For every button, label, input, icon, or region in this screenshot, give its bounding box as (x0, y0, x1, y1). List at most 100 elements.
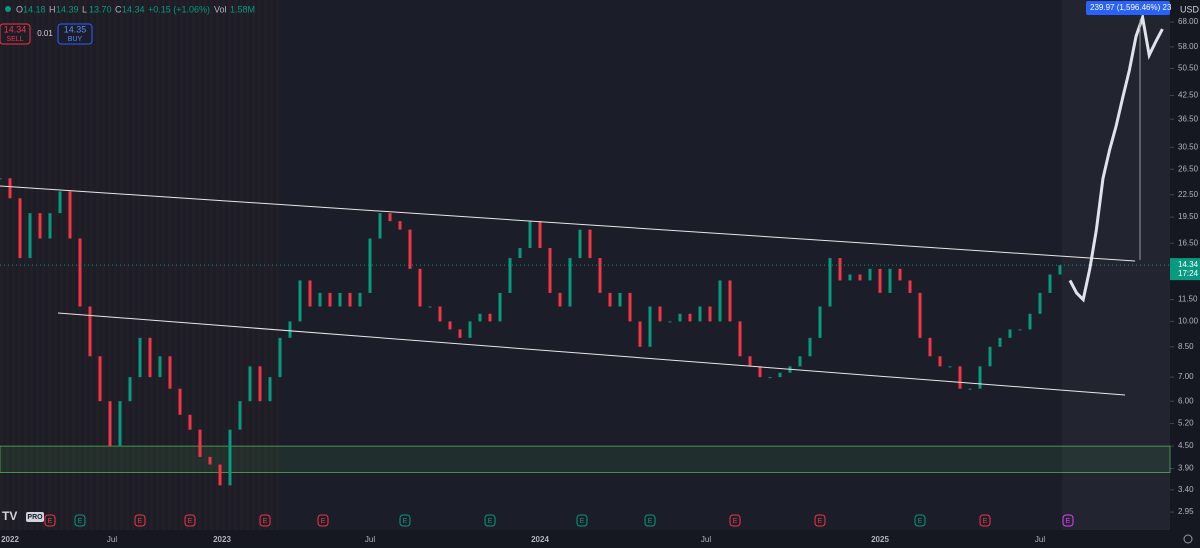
candle (698, 306, 702, 322)
earnings-marker[interactable] (729, 514, 741, 527)
candle (508, 258, 512, 293)
ohlc-value: 14.39 (56, 4, 79, 14)
earnings-marker[interactable] (644, 514, 656, 527)
earnings-label: E (321, 518, 326, 525)
candle (388, 213, 392, 222)
candle (748, 356, 752, 367)
candle (338, 292, 342, 307)
time-label: 2024 (531, 535, 549, 544)
earnings-label: E (488, 518, 493, 525)
candle (418, 268, 422, 307)
candle (548, 248, 552, 293)
earnings-marker[interactable] (44, 514, 56, 527)
candle (218, 464, 222, 486)
earnings-marker[interactable] (1062, 514, 1074, 527)
earnings-label: E (403, 518, 408, 525)
candle (528, 221, 532, 249)
candle (1028, 313, 1032, 330)
candle (18, 198, 22, 259)
last-price-tag (1170, 258, 1200, 281)
header: O 14.18 H 14.39 L 13.70 C 14.34 +0.15 (+1.06%) Vo… (5, 4, 255, 14)
candle (88, 306, 92, 357)
time-label: 2022 (1, 535, 19, 544)
candle (708, 306, 712, 322)
earnings-marker[interactable] (134, 514, 146, 527)
sell-button[interactable] (0, 23, 31, 45)
candle (378, 213, 382, 239)
buy-label: BUY (68, 36, 83, 43)
earnings-label: E (1066, 518, 1071, 525)
candle (78, 238, 82, 307)
earnings-marker[interactable] (184, 514, 196, 527)
candle (188, 414, 192, 430)
price-label: 7.00 (1178, 372, 1194, 381)
price-label: 3.40 (1178, 485, 1194, 494)
candle (978, 366, 982, 389)
candle (108, 401, 112, 447)
candle (758, 366, 762, 378)
currency[interactable]: USD (1180, 4, 1200, 14)
candle (1048, 274, 1052, 293)
earnings-label: E (48, 518, 53, 525)
earnings-marker[interactable] (979, 514, 991, 527)
candle (118, 401, 122, 447)
candle (158, 356, 162, 378)
time-label: 2025 (871, 535, 889, 544)
candle (1008, 329, 1012, 338)
candle (268, 377, 272, 402)
candle (98, 356, 102, 402)
earnings-marker[interactable] (399, 514, 411, 527)
earnings-marker[interactable] (576, 514, 588, 527)
candle (668, 321, 672, 323)
buy-button[interactable] (57, 23, 93, 45)
candle (8, 178, 12, 199)
candle (888, 268, 892, 293)
candle (718, 280, 722, 322)
candle (298, 280, 302, 322)
earnings-marker[interactable] (74, 514, 86, 527)
measure-tag (1086, 1, 1170, 15)
candle (618, 292, 622, 307)
time-label: Jul (107, 535, 117, 544)
candle (48, 213, 52, 239)
price-label: 11.50 (1178, 295, 1198, 304)
candle (798, 356, 802, 367)
candle (398, 221, 402, 230)
earnings-marker[interactable] (317, 514, 329, 527)
candle (348, 292, 352, 307)
ohlc-key: C (115, 4, 122, 14)
price-label: 36.50 (1178, 114, 1199, 123)
candle (608, 292, 612, 307)
candle (898, 268, 902, 281)
ohlc-value: 13.70 (89, 4, 112, 14)
candle (818, 306, 822, 338)
candle (848, 274, 852, 281)
candle (558, 292, 562, 307)
ohlc-value: 14.18 (23, 4, 46, 14)
logo-text: PRO (27, 514, 43, 521)
candle (428, 306, 432, 308)
candle (678, 313, 682, 322)
earnings-marker[interactable] (484, 514, 496, 527)
candle (368, 238, 372, 293)
price-label: 42.50 (1178, 91, 1199, 100)
candle (198, 429, 202, 457)
earnings-label: E (733, 518, 738, 525)
candle (488, 313, 492, 322)
time-label: Jul (365, 535, 375, 544)
candle (868, 268, 872, 281)
price-label: 6.00 (1178, 396, 1194, 405)
candle (778, 372, 782, 378)
sell-price: 14.34 (4, 24, 27, 34)
earnings-marker[interactable] (814, 514, 826, 527)
candle (838, 258, 842, 281)
volume: 1.58M (230, 4, 255, 14)
settings-icon[interactable] (1183, 534, 1193, 544)
candle (68, 191, 72, 239)
candle (138, 337, 142, 378)
candle (968, 388, 972, 390)
candle (768, 377, 772, 379)
earnings-marker[interactable] (259, 514, 271, 527)
earnings-marker[interactable] (914, 514, 926, 527)
